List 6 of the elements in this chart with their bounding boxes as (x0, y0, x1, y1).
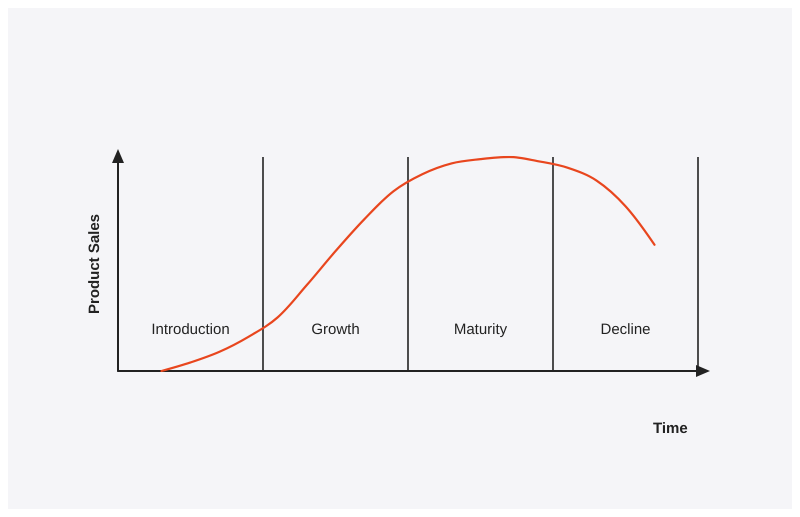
x-tick-label: Growth (311, 321, 360, 338)
x-tick-label: Maturity (454, 321, 508, 338)
x-tick-label: Introduction (151, 321, 230, 338)
y-axis-title: Product Sales (86, 214, 103, 314)
x-tick-label: Decline (600, 321, 651, 338)
x-axis-title: Time (653, 420, 688, 437)
